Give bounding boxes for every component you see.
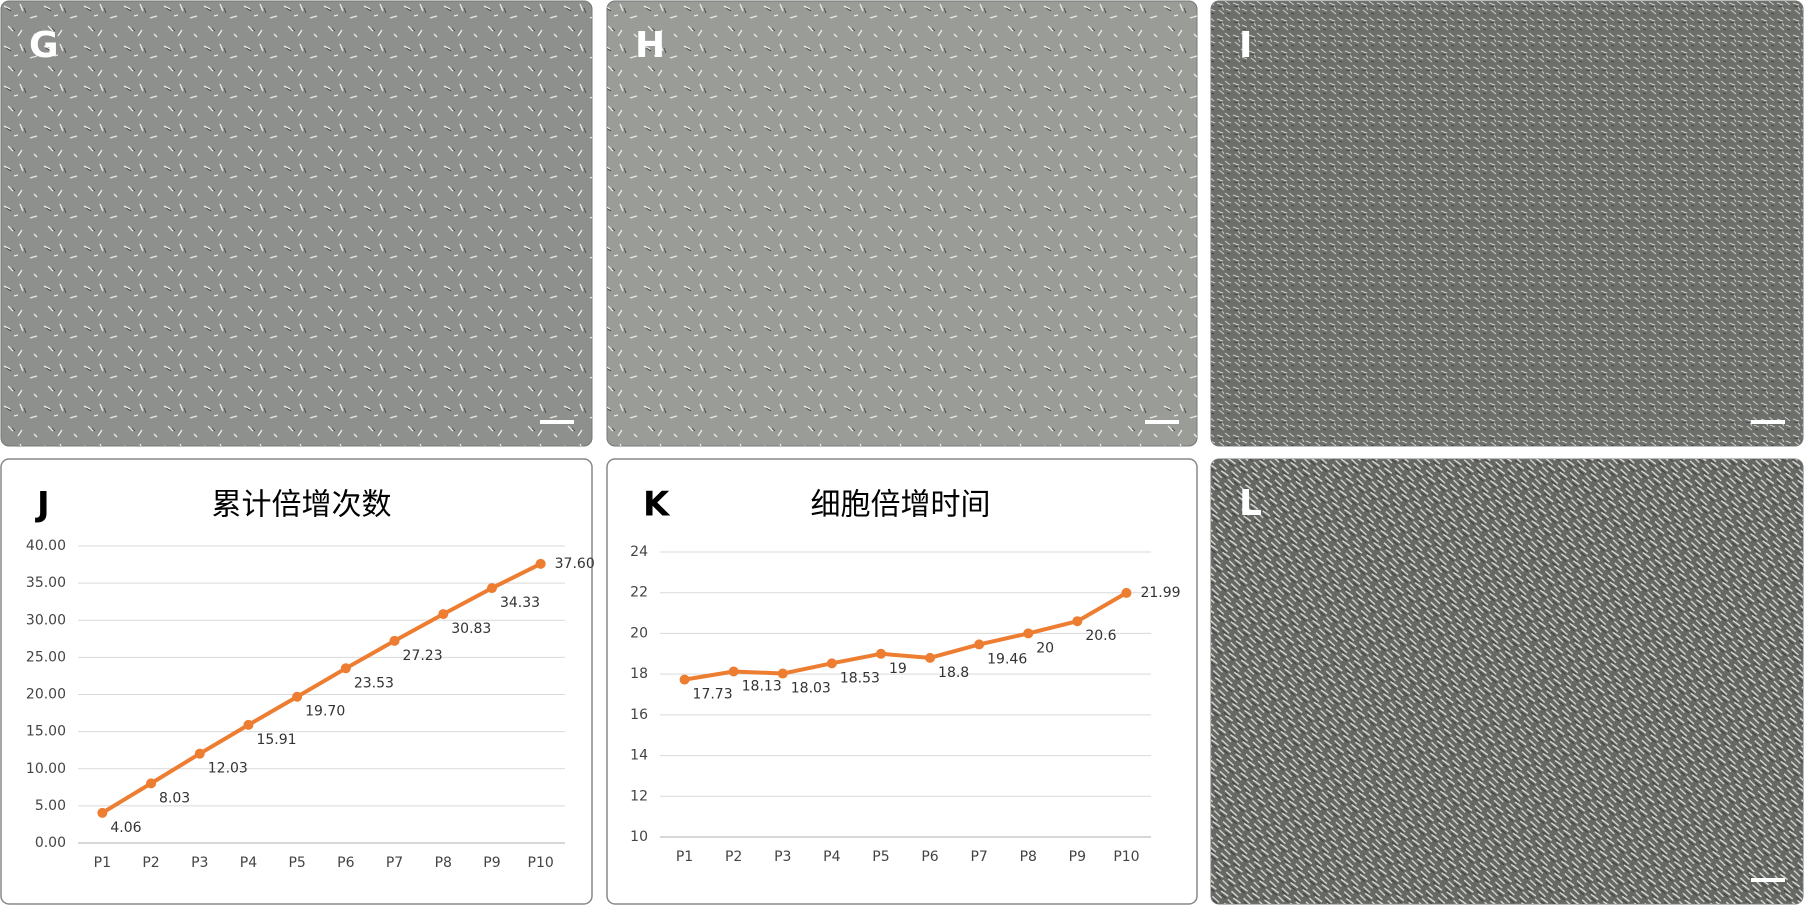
data-point: [194, 748, 205, 759]
data-label: 27.23: [403, 648, 443, 664]
data-point: [535, 558, 546, 569]
data-point: [728, 666, 739, 677]
data-point: [389, 635, 400, 646]
chart-frame: [606, 458, 1198, 905]
data-label: 18.13: [742, 678, 782, 694]
x-tick-label: P10: [1113, 849, 1139, 865]
data-label: 18.53: [840, 670, 880, 686]
data-point: [974, 639, 985, 650]
data-point: [340, 663, 351, 674]
data-point: [486, 583, 497, 594]
data-label: 21.99: [1140, 585, 1180, 601]
y-tick-label: 10: [630, 829, 648, 845]
data-point: [243, 719, 254, 730]
x-tick-label: P1: [94, 855, 111, 871]
x-tick-label: P3: [191, 855, 208, 871]
y-tick-label: 10.00: [26, 761, 66, 777]
data-label: 18.03: [791, 681, 831, 697]
data-label: 19.46: [987, 651, 1027, 667]
data-label: 15.91: [256, 732, 296, 748]
panel-label: I: [1239, 25, 1252, 66]
y-tick-label: 24: [630, 544, 648, 560]
x-tick-label: P6: [337, 855, 354, 871]
x-tick-label: P5: [288, 855, 305, 871]
micrograph-texture: [1, 1, 592, 446]
x-tick-label: P6: [921, 849, 938, 865]
y-tick-label: 16: [630, 707, 648, 723]
data-label: 34.33: [500, 595, 540, 611]
data-label: 12.03: [208, 761, 248, 777]
data-point: [925, 652, 936, 663]
x-tick-label: P2: [725, 849, 742, 865]
data-label: 20: [1036, 640, 1054, 656]
y-tick-label: 15.00: [26, 724, 66, 740]
data-label: 18.8: [938, 665, 969, 681]
data-label: 37.60: [555, 556, 595, 572]
data-point: [1072, 616, 1083, 627]
data-point: [146, 778, 157, 789]
x-tick-label: P7: [386, 855, 403, 871]
data-line: [684, 591, 1128, 682]
data-label: 17.73: [693, 687, 733, 703]
panel-label: K: [643, 485, 671, 525]
data-point: [826, 658, 837, 669]
y-tick-label: 35.00: [26, 575, 66, 591]
y-tick-label: 20: [630, 625, 648, 641]
panel-label: J: [35, 485, 50, 525]
panel-label: L: [1239, 483, 1262, 524]
x-tick-label: P5: [872, 849, 889, 865]
data-label: 20.6: [1085, 628, 1116, 644]
panel-label: G: [29, 25, 59, 66]
y-tick-label: 40.00: [26, 538, 66, 554]
micrograph-texture: [607, 1, 1197, 446]
x-tick-label: P8: [1020, 849, 1037, 865]
data-point: [438, 609, 449, 620]
data-point: [777, 668, 788, 679]
x-tick-label: P10: [528, 855, 554, 871]
y-tick-label: 25.00: [26, 649, 66, 665]
y-tick-label: 0.00: [35, 835, 66, 851]
x-tick-label: P8: [435, 855, 452, 871]
y-tick-label: 18: [630, 666, 648, 682]
x-tick-label: P2: [142, 855, 159, 871]
chart-frame: [0, 458, 593, 905]
micrograph-texture: [1211, 1, 1803, 446]
data-label: 4.06: [110, 820, 141, 836]
x-tick-label: P3: [774, 849, 791, 865]
panel-label: H: [635, 25, 665, 66]
y-tick-label: 22: [630, 585, 648, 601]
data-point: [875, 648, 886, 659]
data-point: [1121, 587, 1132, 598]
data-point: [292, 691, 303, 702]
x-tick-label: P9: [1069, 849, 1086, 865]
data-label: 30.83: [451, 621, 491, 637]
y-tick-label: 12: [630, 788, 648, 804]
x-tick-label: P7: [970, 849, 987, 865]
x-tick-label: P9: [483, 855, 500, 871]
micrograph-texture: [1211, 459, 1803, 904]
x-tick-label: P4: [240, 855, 257, 871]
data-point: [1023, 628, 1034, 639]
chart-title: 细胞倍增时间: [811, 488, 991, 523]
data-point: [97, 807, 108, 818]
data-label: 19.70: [305, 704, 345, 720]
x-tick-label: P4: [823, 849, 840, 865]
y-tick-label: 14: [630, 748, 648, 764]
data-label: 8.03: [159, 790, 190, 806]
chart-title: 累计倍增次数: [212, 488, 392, 523]
data-line: [101, 562, 542, 815]
y-tick-label: 20.00: [26, 687, 66, 703]
x-tick-label: P1: [676, 849, 693, 865]
y-tick-label: 30.00: [26, 612, 66, 628]
y-tick-label: 5.00: [35, 798, 66, 814]
data-label: 23.53: [354, 675, 394, 691]
data-label: 19: [889, 661, 907, 677]
data-point: [679, 674, 690, 685]
